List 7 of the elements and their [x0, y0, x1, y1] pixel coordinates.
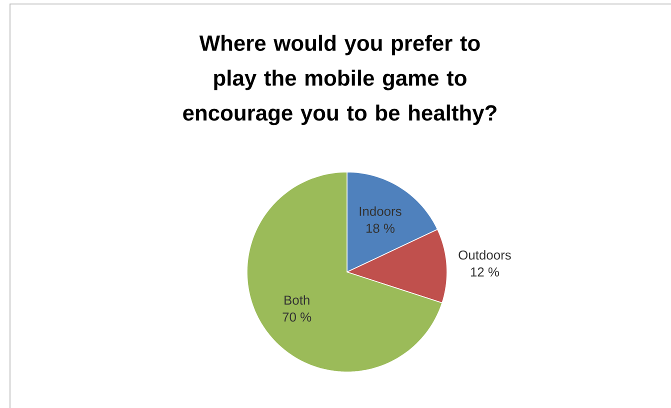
chart-title: Where would you prefer to play the mobile game to encourage you to be healthy?	[183, 34, 496, 126]
slice-label: Outdoors	[458, 250, 511, 260]
data-label: 12 %	[470, 267, 500, 277]
slice-label: Indoors	[360, 206, 402, 216]
slice-label: Both	[284, 295, 310, 305]
data-label: 18 %	[366, 224, 395, 233]
data-label: 70 %	[282, 312, 312, 322]
